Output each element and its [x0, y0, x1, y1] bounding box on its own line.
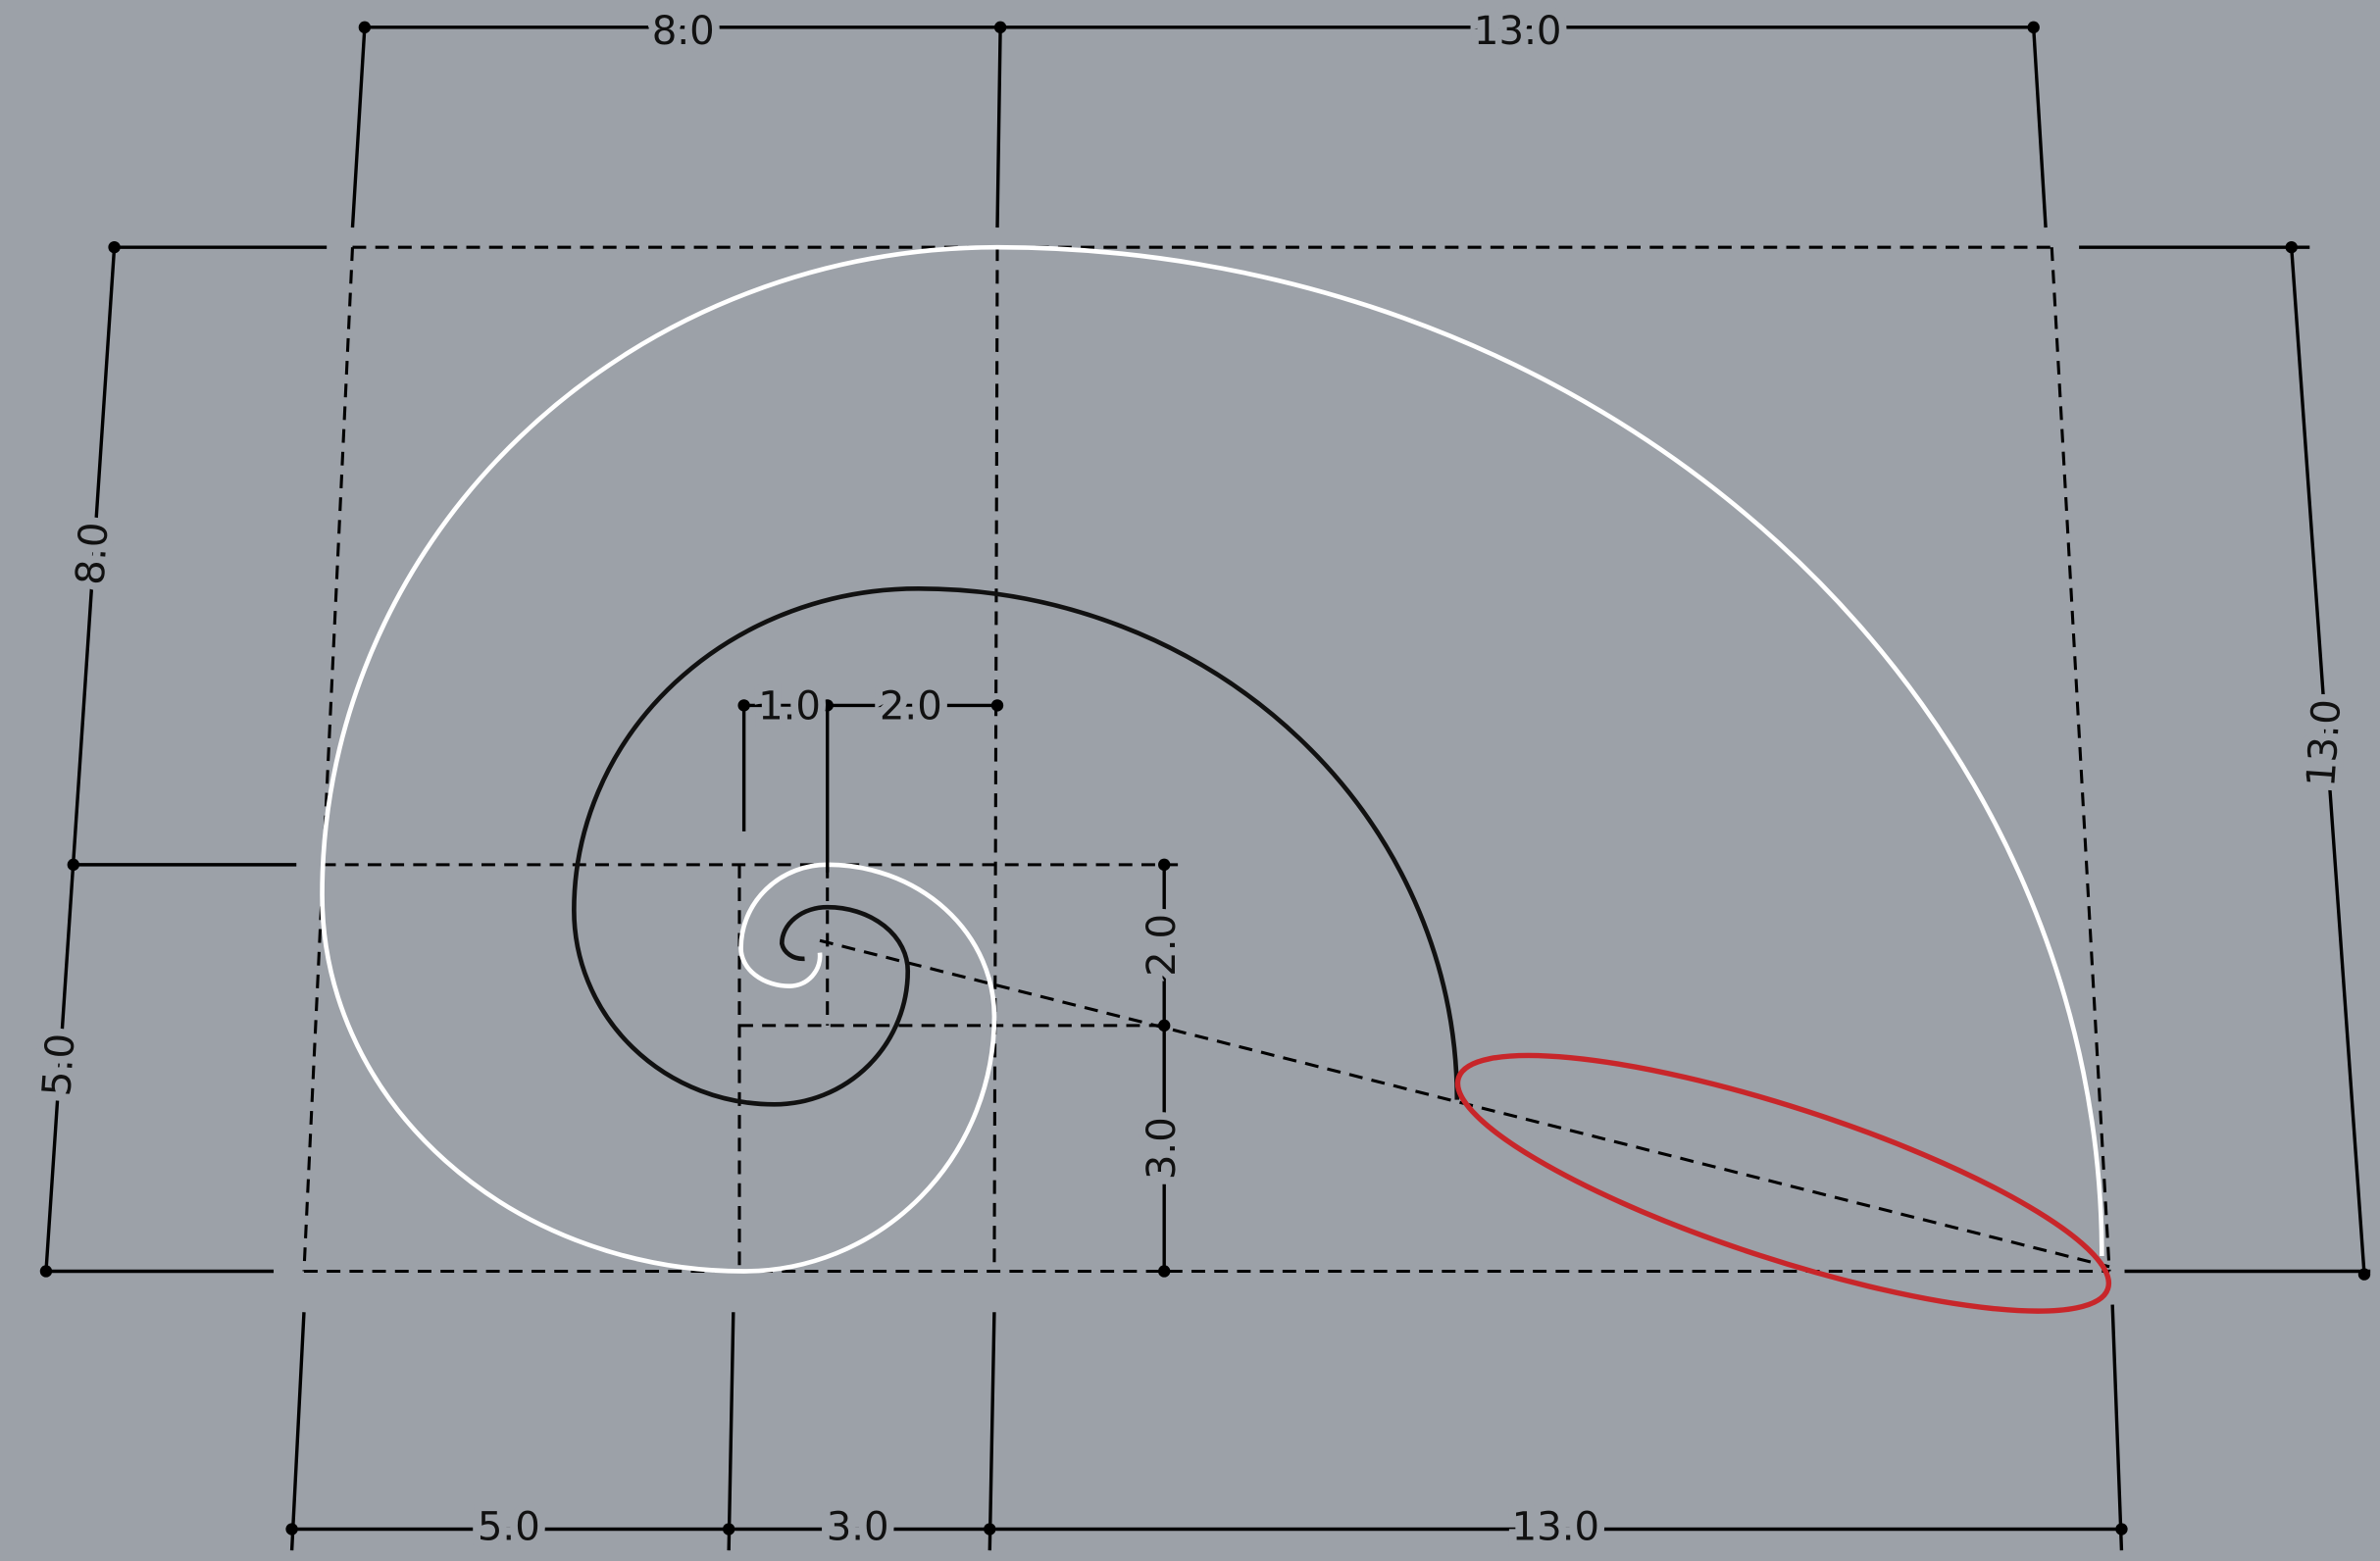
dim-line [350, 25, 2048, 228]
dim-tip [1158, 858, 1171, 872]
red-ellipse [1454, 1052, 2112, 1314]
dim-label: 3.0 [827, 1505, 889, 1550]
dim-tip [39, 1265, 53, 1278]
bottom-dimension: 5.0 3.0 13.0 [285, 1304, 2128, 1557]
white-spiral [320, 244, 2104, 1274]
dashed-grid [302, 245, 2111, 1274]
dim-label: 2.0 [1139, 914, 1185, 977]
dim-label: 3.0 [1139, 1117, 1185, 1180]
dim-tip [108, 240, 121, 254]
dim-tip [993, 21, 1007, 34]
dim-label: 1.0 [758, 684, 821, 730]
top-dimension: 8.0 13.0 [350, 1, 2048, 228]
dim-label: 8.0 [68, 521, 117, 586]
dim-line [44, 245, 328, 1274]
dim-line [2079, 245, 2371, 1275]
dim-label: 5.0 [478, 1505, 540, 1550]
dim-label: 8.0 [652, 9, 715, 54]
dim-tip [67, 858, 79, 872]
dim-tip [990, 699, 1004, 712]
dim-label: 2.0 [880, 684, 942, 730]
left-dimension: 8.0 5.0 [27, 240, 328, 1278]
dim-line [289, 1304, 2124, 1551]
dim-label: 13.0 [2299, 698, 2350, 789]
dim-tip [722, 1523, 735, 1536]
dim-tip [2027, 21, 2040, 34]
inner-dimensions: 1.0 2.0 2.0 3.0 [737, 677, 1192, 1278]
dim-tip [2115, 1523, 2128, 1536]
right-dimension: 13.0 [2079, 240, 2371, 1281]
black-spiral [572, 585, 1460, 1107]
dim-tip [1158, 1265, 1171, 1278]
dim-tip [737, 699, 750, 712]
dim-tip [358, 21, 372, 34]
dim-tip [984, 1523, 996, 1536]
dim-tip [285, 1523, 298, 1536]
dim-tip [821, 699, 834, 712]
dim-tip [1158, 1019, 1171, 1032]
dim-label: 13.0 [1512, 1505, 1600, 1550]
dim-label: 13.0 [1474, 9, 1562, 54]
dim-line [741, 703, 1166, 1272]
dim-tip [2285, 240, 2298, 254]
dim-tip [2357, 1268, 2371, 1281]
dim-label: 5.0 [34, 1032, 83, 1097]
